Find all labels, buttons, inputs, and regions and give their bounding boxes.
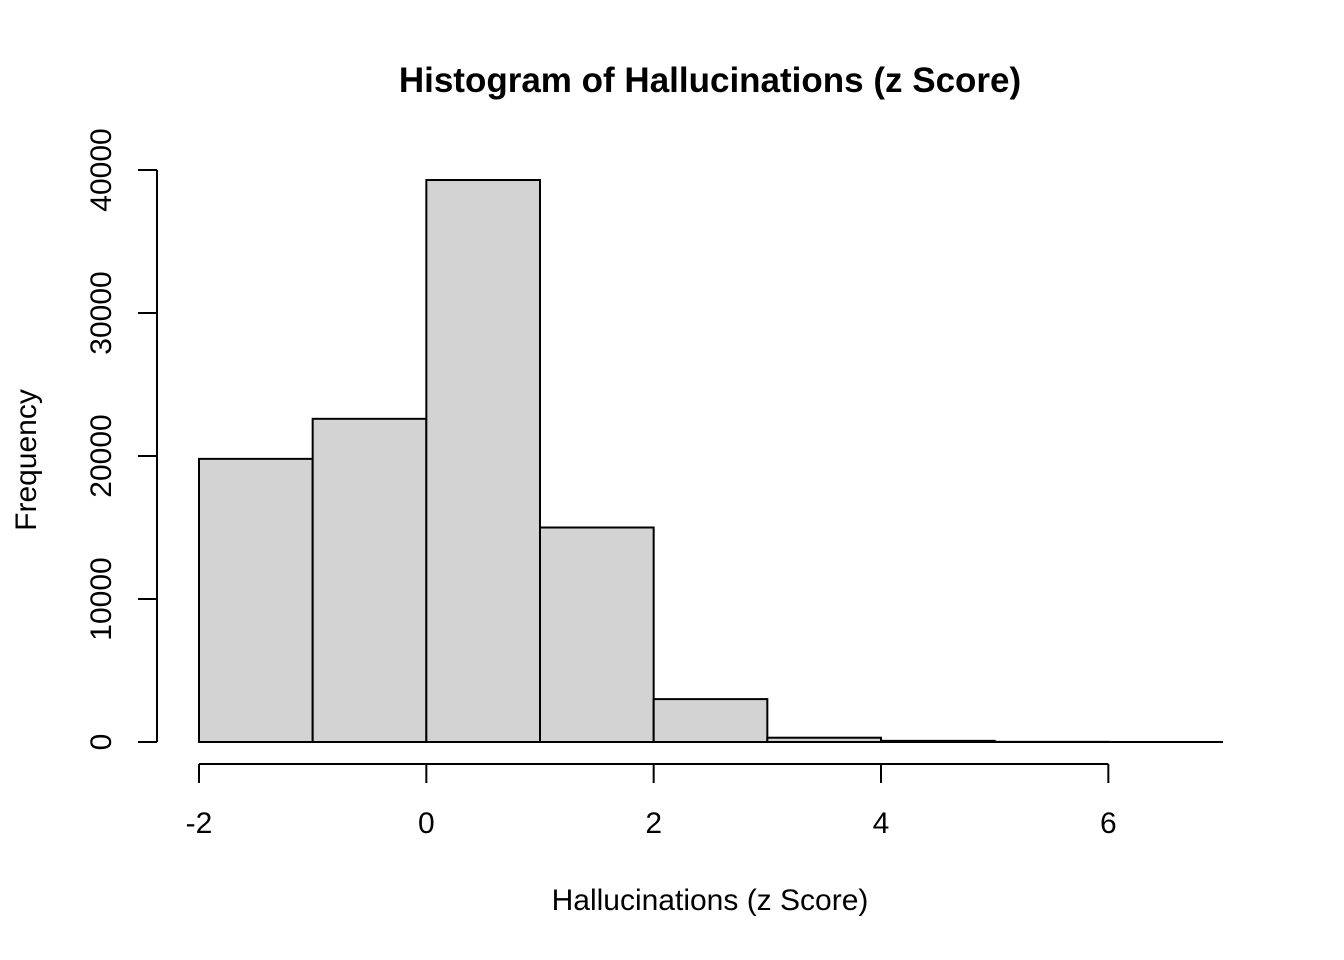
x-tick-label: 2 [645, 807, 662, 840]
x-axis: -2 0 2 4 6 [186, 763, 1117, 840]
histogram-bar [198, 457, 314, 743]
y-tick-label: 20000 [85, 414, 118, 497]
histogram-bar [766, 736, 882, 744]
x-tick-label: 6 [1100, 807, 1117, 840]
x-tick-label: 4 [873, 807, 890, 840]
x-tick-label: 0 [418, 807, 435, 840]
y-axis-label: Frequency [10, 389, 43, 531]
y-tick-label: 40000 [85, 128, 118, 211]
histogram-bar [652, 698, 769, 743]
histogram-bar [880, 739, 996, 744]
x-tick-label: -2 [186, 807, 213, 840]
histogram-bar [539, 526, 655, 743]
histogram-bar [425, 179, 542, 743]
y-tick-label: 0 [85, 734, 118, 751]
y-axis: 0 10000 20000 30000 40000 [85, 128, 158, 751]
chart-title: Histogram of Hallucinations (z Score) [399, 61, 1021, 100]
bars-group [198, 179, 1224, 744]
y-tick-label: 30000 [85, 271, 118, 354]
y-tick-label: 10000 [85, 557, 118, 640]
histogram-bar [311, 417, 428, 743]
x-axis-label: Hallucinations (z Score) [552, 884, 869, 917]
